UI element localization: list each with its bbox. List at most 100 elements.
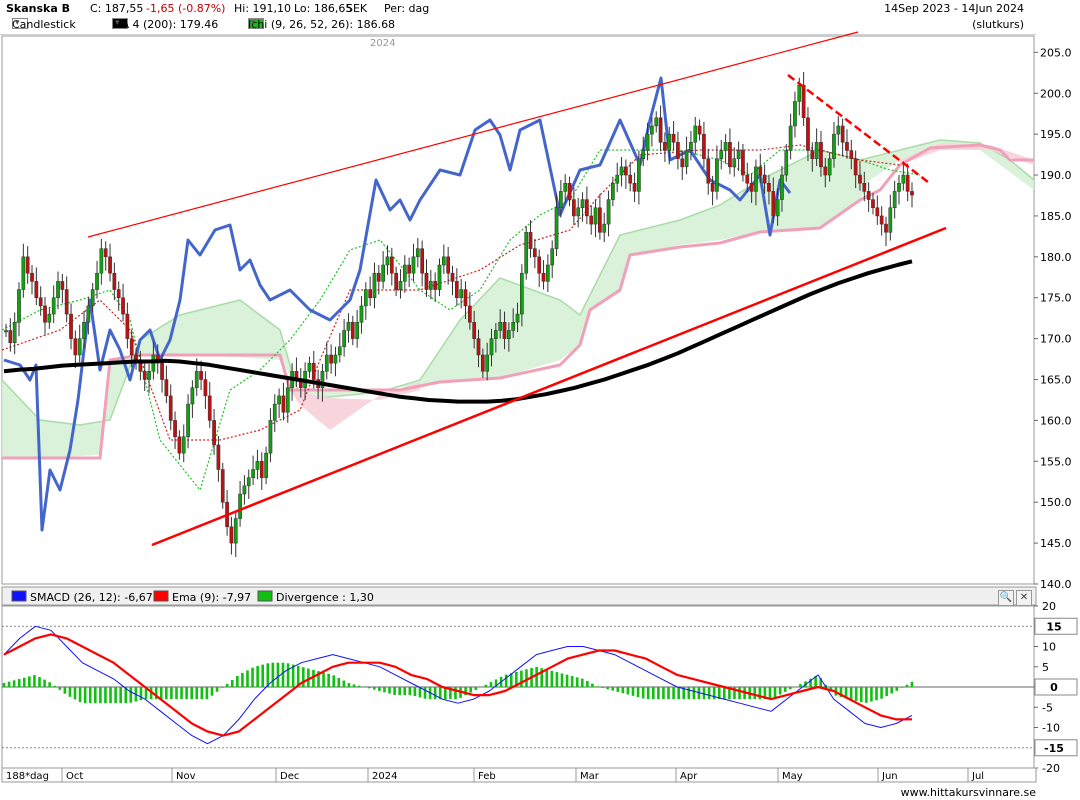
candle-body — [884, 223, 888, 233]
candle-body — [242, 485, 247, 495]
zoom-icon[interactable]: 🔍 — [998, 590, 1014, 606]
candle-body — [324, 354, 329, 372]
candle-body — [745, 174, 750, 184]
candle-body — [441, 256, 446, 266]
divergence-bar — [383, 687, 386, 693]
y-tick-label: 155.0 — [1040, 455, 1072, 468]
candle-body — [355, 322, 359, 339]
candle-body — [897, 182, 901, 192]
divergence-bar — [662, 687, 665, 700]
candle-body — [901, 174, 906, 184]
divergence-bar — [22, 677, 26, 687]
candle-body — [507, 330, 511, 339]
smacd-legend-swatch — [11, 590, 27, 602]
x-axis-period: 188*dag — [6, 771, 49, 782]
divergence-bar — [900, 687, 904, 688]
divergence-bar — [682, 687, 686, 700]
chevron-down-icon: ▾ — [251, 18, 256, 28]
divergence-bar — [109, 687, 112, 704]
divergence-bar — [205, 687, 209, 700]
candle-body — [606, 199, 611, 225]
candle-body — [476, 338, 481, 356]
candle-body — [459, 289, 464, 298]
divergence-bar — [885, 687, 888, 697]
candle-body — [814, 142, 819, 159]
candle-body — [142, 371, 147, 380]
candle-body — [697, 125, 702, 135]
candle-body — [389, 256, 394, 274]
divergence-bar — [83, 687, 87, 704]
divergence-bar — [575, 677, 579, 687]
candle-body — [17, 289, 21, 323]
divergence-bar — [601, 687, 604, 688]
divergence-bar — [758, 687, 762, 700]
candle-body — [502, 322, 507, 339]
candle-body — [853, 158, 858, 176]
candle-body — [320, 371, 325, 388]
candle-body — [73, 338, 78, 356]
candle-body — [359, 305, 364, 323]
year-label: 2024 — [370, 38, 395, 49]
divergence-bar — [175, 687, 178, 700]
candle-body — [199, 371, 203, 380]
candle-body — [775, 199, 780, 217]
candle-body — [285, 387, 290, 413]
candle-body — [715, 158, 719, 192]
macd-y-tick-label: 20 — [1042, 600, 1056, 613]
divergence-bar — [631, 687, 635, 696]
divergence-bar — [438, 687, 442, 700]
macd-level-label: 15 — [1046, 620, 1061, 633]
divergence-bar — [570, 676, 574, 687]
divergence-bar — [778, 687, 782, 695]
candle-body — [650, 125, 654, 135]
candle-body — [771, 191, 776, 217]
candle-body — [147, 371, 151, 380]
divergence-bar — [63, 687, 67, 694]
candle-body — [90, 289, 95, 307]
candle-body — [385, 256, 390, 266]
candle-body — [493, 330, 498, 339]
close-icon[interactable]: ✕ — [1016, 590, 1032, 606]
candle-body — [580, 199, 585, 209]
candle-body — [194, 371, 199, 388]
divergence-legend-label: Divergence : 1,30 — [276, 591, 374, 604]
divergence-bar — [12, 680, 16, 687]
x-tick-label: Feb — [478, 771, 496, 782]
divergence-bar — [474, 687, 478, 690]
divergence-bar — [870, 687, 873, 702]
divergence-bar — [281, 662, 285, 687]
candle-body — [741, 150, 745, 176]
candle-body — [572, 199, 576, 217]
divergence-bar — [99, 687, 102, 704]
candle-body — [637, 158, 641, 192]
divergence-bar — [839, 687, 843, 697]
candle-body — [164, 379, 169, 397]
candle-body — [177, 436, 182, 454]
candle-body — [272, 403, 277, 421]
divergence-bar — [768, 687, 772, 700]
candle-body — [554, 207, 559, 249]
divergence-bar — [728, 687, 731, 700]
divergence-bar — [717, 687, 721, 700]
divergence-bar — [783, 687, 787, 692]
y-tick-label: 180.0 — [1040, 251, 1072, 264]
divergence-bar — [403, 687, 407, 696]
ema-legend-swatch — [153, 590, 169, 602]
macd-y-tick-label: 5 — [1042, 661, 1049, 674]
candle-body — [559, 191, 563, 209]
divergence-bar — [865, 687, 868, 703]
divergence-bar — [611, 687, 615, 691]
candle-body — [780, 174, 784, 200]
divergence-bar — [895, 687, 899, 691]
divergence-bar — [723, 687, 726, 700]
candle-body — [116, 289, 121, 298]
candle-body — [173, 420, 177, 438]
divergence-bar — [367, 687, 371, 689]
ma-200-line — [3, 259, 913, 404]
candle-body — [60, 281, 65, 290]
close-value: C: 187,55 — [90, 2, 144, 15]
candle-body — [754, 166, 758, 192]
candle-body — [160, 362, 164, 380]
divergence-bar — [190, 687, 193, 700]
